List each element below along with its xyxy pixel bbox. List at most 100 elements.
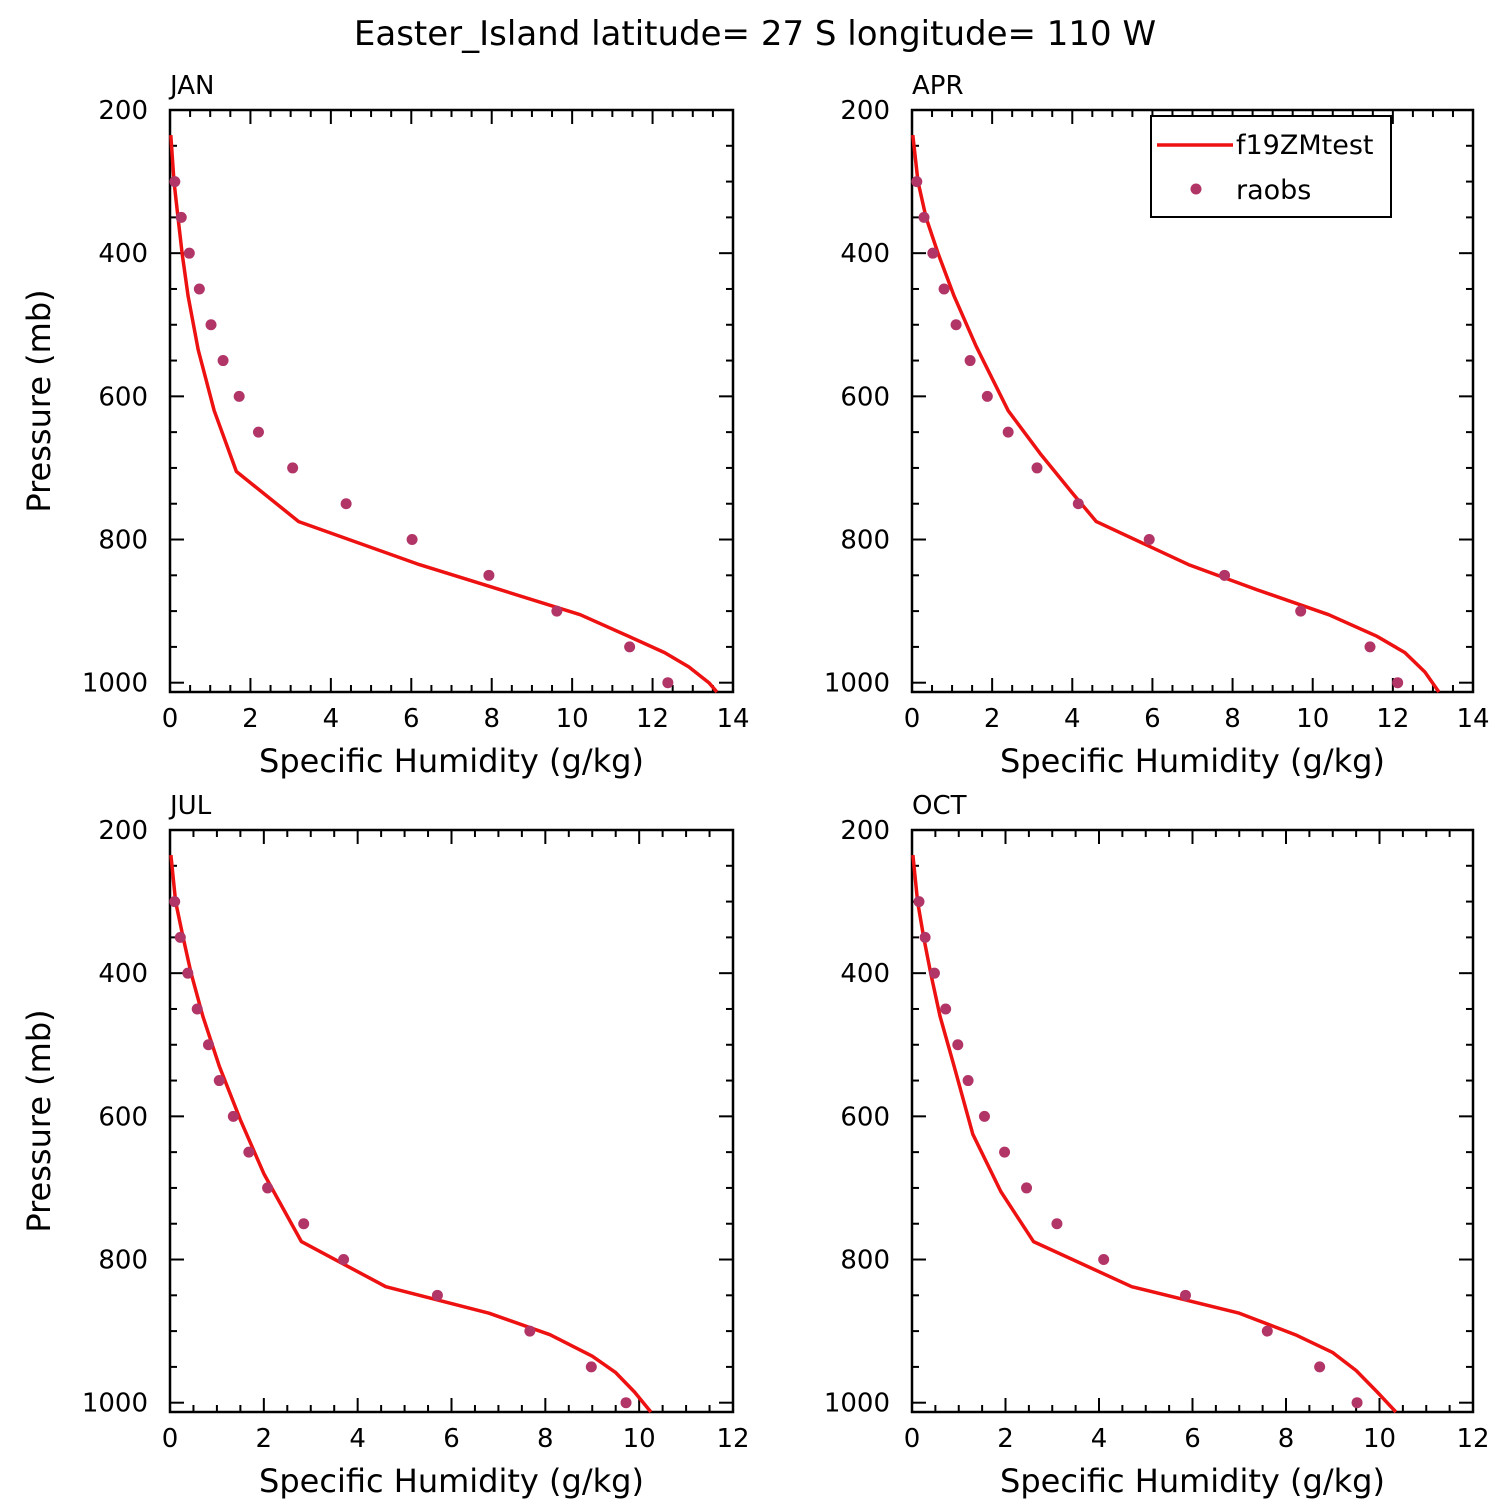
obs-point (1314, 1361, 1326, 1373)
y-tick-label: 1000 (82, 669, 148, 699)
obs-point (183, 247, 195, 259)
obs-point (919, 931, 931, 943)
x-tick-label: 4 (323, 704, 340, 734)
obs-point (1031, 462, 1043, 474)
model-line-oct (911, 854, 1398, 1414)
obs-point (952, 1039, 964, 1051)
obs-point (978, 1110, 990, 1122)
plot-frame (168, 828, 735, 1414)
obs-point (169, 176, 181, 188)
obs-point (262, 1182, 274, 1194)
x-tick-label: 12 (1456, 1424, 1489, 1454)
x-tick-label: 2 (997, 1424, 1014, 1454)
obs-point (217, 355, 229, 367)
x-tick-label: 0 (162, 1424, 179, 1454)
x-tick-label: 6 (443, 1424, 460, 1454)
obs-point (624, 641, 636, 653)
plot-frame (910, 828, 1475, 1414)
obs-point (174, 931, 186, 943)
x-axis-label: Specific Humidity (g/kg) (259, 1462, 644, 1500)
obs-point (193, 283, 205, 295)
obs-point (213, 1075, 225, 1087)
x-tick-label: 10 (1296, 704, 1329, 734)
obs-point (1219, 569, 1231, 581)
y-tick-label: 800 (98, 526, 148, 556)
x-tick-label: 8 (1224, 704, 1241, 734)
y-axis-label: Pressure (mb) (20, 289, 58, 512)
x-axis-label: Specific Humidity (g/kg) (1000, 1462, 1385, 1500)
obs-point (406, 534, 418, 546)
y-tick-label: 1000 (824, 1389, 890, 1419)
obs-point (182, 967, 194, 979)
obs-point (524, 1325, 536, 1337)
x-tick-label: 10 (623, 1424, 656, 1454)
obs-point (662, 677, 674, 689)
x-axis-label: Specific Humidity (g/kg) (1000, 742, 1385, 780)
x-tick-label: 10 (556, 704, 589, 734)
y-tick-label: 800 (98, 1246, 148, 1276)
legend-label-obs: raobs (1236, 175, 1311, 206)
obs-point (1364, 641, 1376, 653)
obs-point (252, 426, 264, 438)
model-line-jan (169, 134, 719, 694)
obs-point (1392, 677, 1404, 689)
y-tick-label: 600 (98, 1102, 148, 1132)
obs-point (981, 390, 993, 402)
panel-apr: APR 0 2 4 6 8 10 12 14 200 400 600 800 1000 Specific H… (824, 71, 1490, 780)
obs-point (1295, 605, 1307, 617)
x-tick-label: 4 (1064, 704, 1081, 734)
obs-point (431, 1289, 443, 1301)
model-line-apr (911, 134, 1441, 694)
obs-point (169, 896, 181, 908)
plot-frame (168, 108, 735, 694)
x-tick-label: 12 (636, 704, 669, 734)
panel-jul: JUL 0 2 4 6 8 10 12 200 400 600 800 1000 Specific Hum… (20, 791, 750, 1500)
x-tick-label: 12 (716, 1424, 749, 1454)
y-tick-label: 1000 (824, 669, 890, 699)
x-tick-label: 14 (716, 704, 749, 734)
x-tick-label: 12 (1376, 704, 1409, 734)
y-tick-label: 400 (840, 959, 890, 989)
figure-title: Easter_Island latitude= 27 S longitude= … (354, 14, 1156, 54)
panel-oct: OCT 0 2 4 6 8 10 12 200 400 600 800 1000 Specific Hum… (824, 791, 1490, 1500)
x-tick-label: 4 (1091, 1424, 1108, 1454)
obs-point (928, 967, 940, 979)
y-tick-label: 200 (98, 96, 148, 126)
x-tick-label: 2 (242, 704, 259, 734)
obs-point (913, 896, 925, 908)
obs-point (1098, 1254, 1110, 1266)
obs-point (962, 1075, 974, 1087)
obs-point (227, 1110, 239, 1122)
y-tick-label: 200 (840, 96, 890, 126)
obs-point (233, 390, 245, 402)
obs-point (927, 247, 939, 259)
obs-point (950, 319, 962, 331)
y-tick-label: 400 (98, 959, 148, 989)
x-tick-label: 4 (349, 1424, 366, 1454)
obs-point (1351, 1397, 1363, 1409)
obs-point (287, 462, 299, 474)
panel-label: OCT (912, 791, 967, 821)
obs-point (1261, 1325, 1273, 1337)
x-tick-label: 0 (904, 1424, 921, 1454)
obs-point (938, 283, 950, 295)
x-tick-label: 2 (256, 1424, 273, 1454)
y-tick-label: 800 (840, 526, 890, 556)
y-tick-label: 400 (98, 239, 148, 269)
legend-box (1150, 115, 1392, 218)
obs-point (964, 355, 976, 367)
obs-point (1179, 1289, 1191, 1301)
obs-point (620, 1397, 632, 1409)
obs-point (551, 605, 563, 617)
x-tick-label: 6 (1184, 1424, 1201, 1454)
obs-point (1143, 534, 1155, 546)
obs-point (1021, 1182, 1033, 1194)
panel-label: APR (912, 71, 964, 101)
x-tick-label: 10 (1363, 1424, 1396, 1454)
x-tick-label: 8 (537, 1424, 554, 1454)
obs-point (191, 1003, 203, 1015)
obs-point (202, 1039, 214, 1051)
obs-point (999, 1146, 1011, 1158)
